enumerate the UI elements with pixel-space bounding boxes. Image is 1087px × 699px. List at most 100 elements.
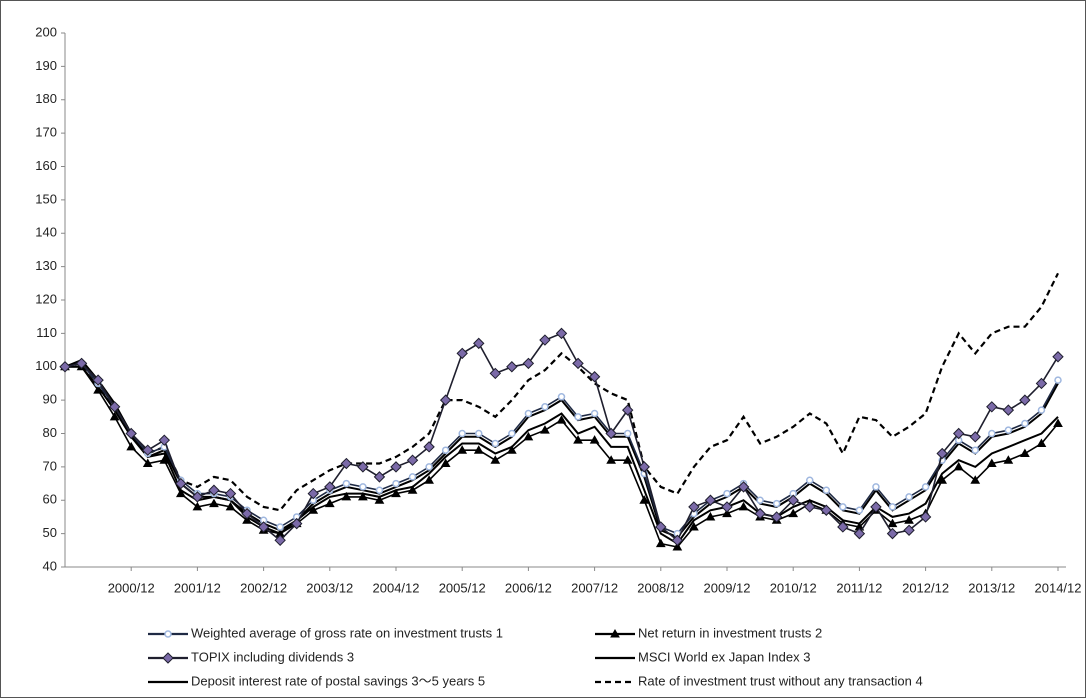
legend-label: Rate of investment trust without any tra… (638, 673, 923, 688)
data-point (375, 486, 384, 494)
data-point (522, 357, 535, 370)
data-point (589, 435, 600, 444)
data-point (374, 495, 385, 504)
data-point (770, 511, 783, 523)
data-point (373, 471, 386, 483)
data-point (93, 385, 103, 394)
data-point (904, 515, 914, 524)
data-point (788, 508, 799, 518)
data-point (590, 409, 599, 418)
legend-marker (610, 628, 620, 638)
data-point (340, 457, 353, 470)
series (64, 272, 1059, 512)
data-point (639, 495, 650, 504)
data-point (257, 521, 270, 533)
data-point (688, 501, 700, 513)
data-point (622, 455, 633, 464)
data-point (870, 501, 882, 513)
data-point (839, 503, 847, 511)
x-tick-label: 2007/12 (571, 580, 618, 595)
legend-label: Deposit interest rate of postal savings … (191, 673, 485, 688)
data-point (837, 521, 849, 533)
data-point (390, 461, 402, 473)
data-point (209, 498, 219, 508)
legend-marker (164, 630, 172, 638)
data-point (704, 494, 717, 506)
data-point (919, 511, 932, 523)
y-tick-label: 150 (35, 191, 57, 206)
data-point (357, 461, 369, 473)
data-point (92, 374, 104, 386)
data-point (787, 494, 799, 506)
data-point (324, 481, 336, 493)
data-point (192, 501, 203, 511)
data-point (407, 485, 418, 494)
x-tick-label: 2002/12 (240, 580, 287, 595)
y-tick-label: 120 (35, 291, 57, 306)
data-point (804, 501, 816, 513)
data-point (952, 427, 965, 440)
data-point (191, 491, 204, 503)
data-point (441, 446, 450, 454)
y-tick-label: 170 (35, 125, 57, 140)
data-point (224, 487, 237, 500)
data-point (75, 357, 88, 370)
data-point (671, 534, 684, 547)
data-point (473, 337, 485, 350)
data-point (605, 427, 617, 440)
data-point (1053, 418, 1063, 427)
data-point (621, 404, 634, 416)
data-point (722, 508, 732, 518)
data-point (523, 431, 534, 441)
x-tick-label: 2014/12 (1035, 580, 1082, 595)
data-point (1020, 448, 1030, 458)
y-tick-label: 200 (35, 24, 57, 39)
data-point (638, 461, 650, 473)
data-point (456, 347, 468, 360)
y-tick-label: 160 (35, 158, 57, 173)
data-point (457, 445, 468, 454)
data-point (307, 487, 319, 500)
y-tick-label: 50 (43, 525, 57, 540)
x-tick-label: 2000/12 (108, 580, 155, 595)
data-point (142, 458, 153, 468)
y-tick-label: 110 (36, 325, 57, 340)
x-tick-label: 2001/12 (174, 580, 221, 595)
data-point (175, 488, 186, 498)
data-point (439, 394, 452, 406)
data-point (556, 415, 567, 424)
data-point (1021, 419, 1029, 428)
y-tick-label: 100 (35, 358, 57, 373)
data-point (737, 481, 750, 493)
data-point (738, 501, 749, 511)
data-point (541, 403, 549, 411)
data-point (324, 498, 335, 508)
data-point (406, 454, 419, 466)
data-point (490, 455, 501, 464)
data-point (572, 357, 584, 370)
data-point (408, 473, 417, 481)
data-point (341, 491, 352, 501)
y-tick-label: 90 (43, 392, 57, 407)
data-point (473, 445, 484, 454)
series (60, 361, 1063, 551)
data-point (853, 527, 866, 540)
y-tick-label: 190 (35, 58, 57, 73)
data-point (1054, 376, 1062, 384)
x-tick-label: 2012/12 (902, 580, 949, 595)
data-point (125, 427, 137, 440)
data-point (540, 425, 550, 434)
x-tick-label: 2003/12 (306, 580, 353, 595)
data-point (986, 401, 998, 413)
data-point (308, 505, 319, 514)
data-point (921, 483, 930, 491)
data-point (555, 327, 568, 340)
data-point (208, 484, 220, 496)
x-tick-label: 2013/12 (968, 580, 1015, 595)
data-point (440, 458, 451, 468)
data-point (655, 521, 667, 533)
data-point (971, 446, 979, 454)
data-point (539, 334, 551, 346)
data-point (425, 463, 433, 471)
data-point (241, 507, 253, 520)
